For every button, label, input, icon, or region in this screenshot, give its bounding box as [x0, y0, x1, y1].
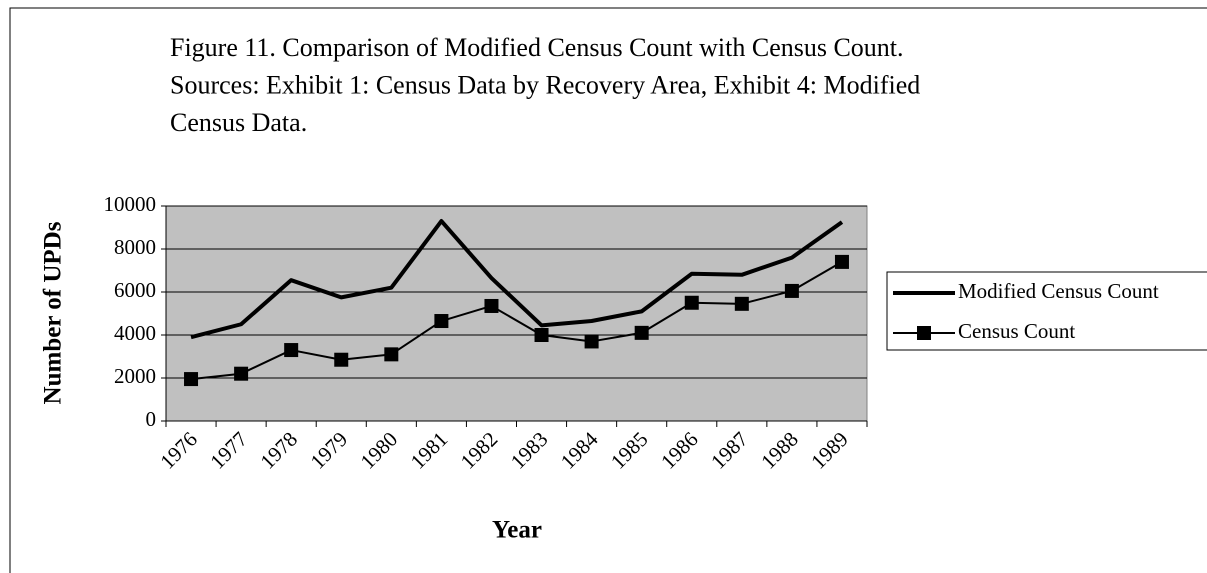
series-line: [190, 261, 843, 381]
legend-box: [886, 271, 1207, 351]
x-axis-label: Year: [492, 517, 542, 544]
point-marker: [584, 334, 599, 349]
point-marker: [184, 372, 199, 387]
title-line: Census Data.: [170, 108, 307, 137]
point-marker: [334, 352, 349, 367]
title-line: Figure 11. Comparison of Modified Census…: [170, 33, 904, 62]
y-axis-label: Number of UPDs: [40, 221, 67, 404]
point-marker: [284, 343, 299, 358]
legend-label: Modified Census Count: [958, 279, 1159, 303]
point-marker: [384, 347, 399, 362]
point-marker: [784, 283, 799, 298]
point-marker: [534, 328, 549, 342]
title-line: Sources: Exhibit 1: Census Data by Recov…: [170, 70, 920, 99]
y-tick-label: 10000: [104, 192, 157, 216]
point-marker: [434, 314, 449, 329]
point-marker: [484, 298, 499, 313]
y-tick-label: 2000: [114, 364, 156, 388]
legend-marker: [917, 326, 931, 340]
point-marker: [834, 254, 849, 269]
point-marker: [734, 296, 749, 311]
y-tick-label: 0: [146, 407, 157, 431]
point-marker: [234, 366, 249, 381]
point-marker: [684, 295, 699, 310]
point-marker: [634, 325, 649, 340]
y-tick-label: 4000: [114, 321, 156, 345]
y-tick-label: 6000: [114, 278, 156, 302]
y-tick-label: 8000: [114, 235, 156, 259]
plot-area: [165, 205, 868, 422]
legend-label: Census Count: [958, 319, 1075, 343]
series-line: [190, 219, 844, 340]
